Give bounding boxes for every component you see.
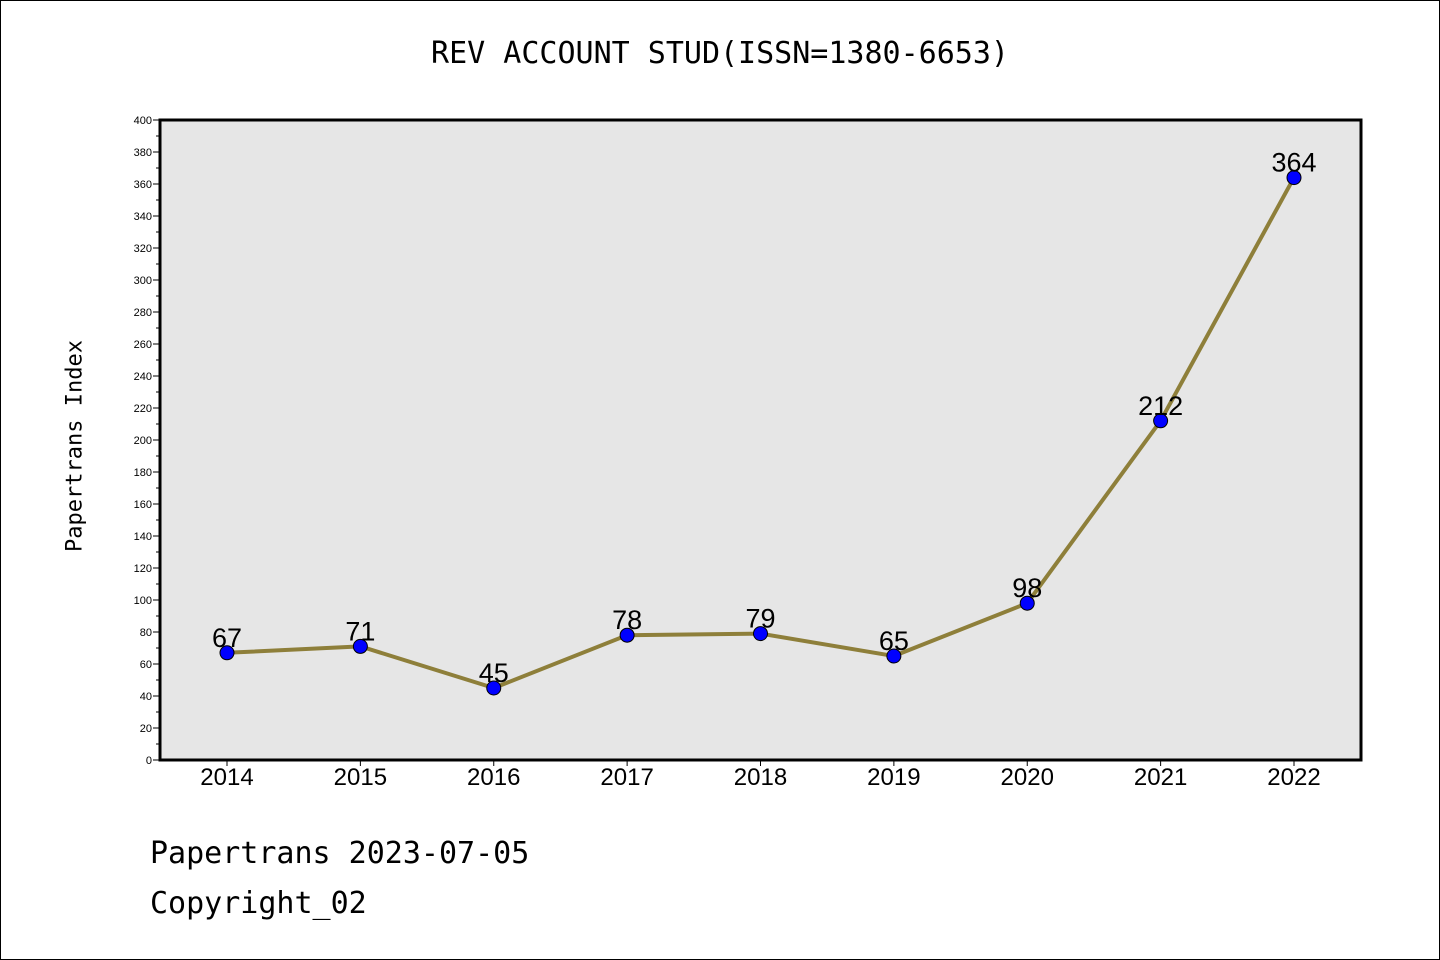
- data-point: [1019, 595, 1035, 611]
- x-tick-label: 2018: [734, 764, 787, 791]
- data-point: [1286, 170, 1302, 186]
- data-label: 78: [612, 605, 642, 635]
- data-label: 71: [345, 616, 375, 646]
- y-tick-label: 40: [140, 691, 152, 703]
- y-tick-label: 100: [134, 595, 152, 607]
- x-tick-label: 2021: [1134, 764, 1187, 791]
- data-point: [753, 626, 768, 642]
- x-tick-label: 2015: [334, 764, 387, 791]
- data-label: 67: [212, 623, 242, 653]
- data-label: 98: [1012, 573, 1042, 603]
- x-tick-label: 2022: [1267, 764, 1320, 791]
- y-tick-label: 240: [134, 371, 152, 383]
- x-tick-label: 2019: [867, 764, 920, 791]
- y-tick-label: 340: [134, 211, 152, 223]
- y-tick-label: 0: [146, 755, 152, 767]
- y-tick-label: 400: [134, 115, 152, 127]
- y-tick-label: 320: [134, 243, 152, 255]
- chart-title: REV ACCOUNT STUD(ISSN=1380-6653): [431, 36, 1009, 71]
- footer-date: Papertrans 2023-07-05: [150, 836, 530, 871]
- y-tick-label: 140: [134, 531, 152, 543]
- data-point: [486, 680, 502, 696]
- data-point: [219, 645, 235, 661]
- y-tick-label: 300: [134, 275, 152, 287]
- x-tick-label: 2016: [467, 764, 520, 791]
- x-tick-label: 2020: [1001, 764, 1054, 791]
- y-tick-label: 20: [140, 723, 152, 735]
- y-tick-label: 160: [134, 499, 152, 511]
- y-tick-label: 60: [140, 659, 152, 671]
- x-tick-label: 2017: [600, 764, 653, 791]
- footer-copyright: Copyright_02: [150, 886, 367, 921]
- y-tick-label: 380: [134, 147, 152, 159]
- data-label: 65: [879, 626, 909, 656]
- plot-area: [158, 118, 1363, 762]
- y-tick-label: 260: [134, 339, 152, 351]
- y-tick-label: 120: [134, 563, 152, 575]
- y-tick-label: 280: [134, 307, 152, 319]
- y-tick-label: 200: [134, 435, 152, 447]
- y-tick-label: 220: [134, 403, 152, 415]
- data-label: 364: [1271, 148, 1316, 178]
- data-label: 79: [745, 604, 775, 634]
- y-tick-label: 180: [134, 467, 152, 479]
- y-tick-label: 360: [134, 179, 152, 191]
- data-point: [352, 638, 368, 654]
- data-label: 212: [1138, 391, 1183, 421]
- data-label: 45: [479, 658, 509, 688]
- y-tick-label: 80: [140, 627, 152, 639]
- data-point: [1153, 413, 1169, 429]
- data-point: [886, 648, 902, 664]
- data-point: [619, 627, 635, 643]
- x-tick-label: 2014: [200, 764, 253, 791]
